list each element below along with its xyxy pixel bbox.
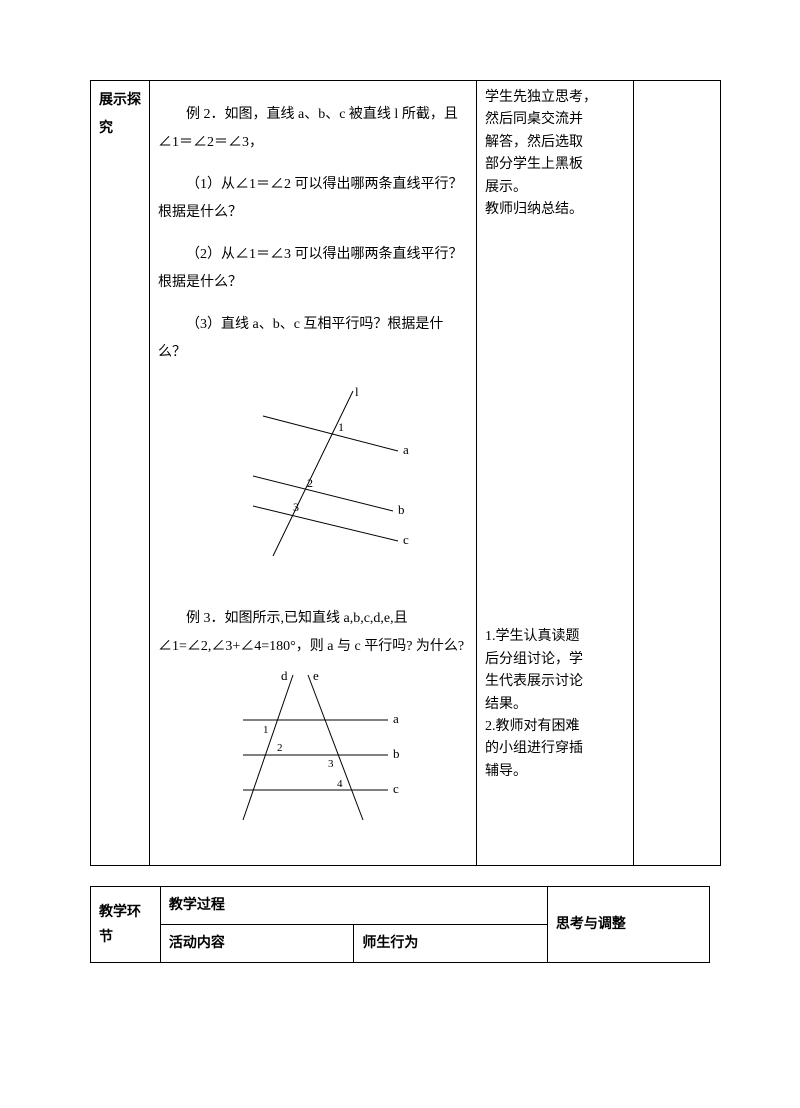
act2-l4: 结果。 [485, 694, 625, 716]
act2-l7: 辅导。 [485, 761, 625, 783]
main-lesson-table: 展示探究 例 2．如图，直线 a、b、c 被直线 l 所截，且∠1＝∠2＝∠3，… [90, 80, 721, 866]
d1-angle-1: 1 [338, 420, 344, 434]
d2-label-d: d [281, 668, 288, 683]
ex2-intro: 例 2．如图，直线 a、b、c 被直线 l 所截，且∠1＝∠2＝∠3， [158, 101, 468, 157]
t2-process-header: 教学过程 [160, 887, 547, 925]
activity-spacer [485, 221, 625, 626]
d2-label-c: c [393, 781, 399, 796]
t2-thinking-header: 思考与调整 [547, 887, 709, 963]
example-3: 例 3．如图所示,已知直线 a,b,c,d,e,且∠1=∠2,∠3+∠4=180… [158, 605, 468, 825]
spacer-bottom [158, 829, 468, 859]
act2-l6: 的小组进行穿插 [485, 738, 625, 760]
d2-angle-1: 1 [263, 724, 269, 736]
act1-l5: 展示。 [485, 177, 625, 199]
d1-angle-2: 2 [307, 476, 313, 490]
ex2-q1: （1）从∠1＝∠2 可以得出哪两条直线平行？根据是什么？ [158, 171, 468, 227]
activity-block-1: 学生先独立思考， 然后同桌交流并 解答，然后选取 部分学生上黑板 展示。 教师归… [485, 87, 625, 221]
d2-angle-4: 4 [337, 778, 343, 790]
activity-cell: 学生先独立思考， 然后同桌交流并 解答，然后选取 部分学生上黑板 展示。 教师归… [477, 81, 634, 866]
d1-label-c: c [403, 532, 409, 547]
t2-activity-header: 活动内容 [160, 925, 354, 963]
page-container: 展示探究 例 2．如图，直线 a、b、c 被直线 l 所截，且∠1＝∠2＝∠3，… [0, 0, 800, 1108]
d2-angle-3: 3 [328, 758, 334, 770]
t2-behavior-header: 师生行为 [354, 925, 548, 963]
row-label-cell: 展示探究 [91, 81, 150, 866]
diagram-1: l a b c 1 2 3 [203, 381, 423, 561]
d1-label-l: l [355, 384, 359, 399]
ex2-q2: （2）从∠1＝∠3 可以得出哪两条直线平行？根据是什么？ [158, 241, 468, 297]
act1-l3: 解答，然后选取 [485, 132, 625, 154]
d2-label-e: e [313, 668, 319, 683]
act1-l6: 教师归纳总结。 [485, 199, 625, 221]
example-2: 例 2．如图，直线 a、b、c 被直线 l 所截，且∠1＝∠2＝∠3， （1）从… [158, 101, 468, 561]
spacer [158, 565, 468, 605]
diagram-2: d e a b c 1 [213, 665, 413, 825]
ex3-intro: 例 3．如图所示,已知直线 a,b,c,d,e,且∠1=∠2,∠3+∠4=180… [158, 605, 468, 661]
row-label: 展示探究 [99, 93, 141, 136]
content-cell: 例 2．如图，直线 a、b、c 被直线 l 所截，且∠1＝∠2＝∠3， （1）从… [150, 81, 477, 866]
t2-row-label-cell: 教学环节 [91, 887, 161, 963]
d2-label-a: a [393, 711, 399, 726]
section-header-table: 教学环节 教学过程 思考与调整 活动内容 师生行为 [90, 886, 710, 963]
t2-row-label: 教学环节 [99, 905, 141, 945]
act2-l5: 2.教师对有困难 [485, 716, 625, 738]
d1-label-a: a [403, 442, 409, 457]
act1-l4: 部分学生上黑板 [485, 154, 625, 176]
d2-angle-2: 2 [277, 742, 283, 754]
act1-l2: 然后同桌交流并 [485, 109, 625, 131]
d1-angle-3: 3 [293, 500, 299, 514]
notes-cell [634, 81, 721, 866]
act2-l2: 后分组讨论，学 [485, 649, 625, 671]
d2-label-b: b [393, 746, 400, 761]
d1-label-b: b [398, 502, 405, 517]
activity-block-2: 1.学生认真读题 后分组讨论，学 生代表展示讨论 结果。 2.教师对有困难 的小… [485, 626, 625, 783]
act1-l1: 学生先独立思考， [485, 87, 625, 109]
act2-l1: 1.学生认真读题 [485, 626, 625, 648]
act2-l3: 生代表展示讨论 [485, 671, 625, 693]
ex2-q3: （3）直线 a、b、c 互相平行吗？根据是什么？ [158, 311, 468, 367]
